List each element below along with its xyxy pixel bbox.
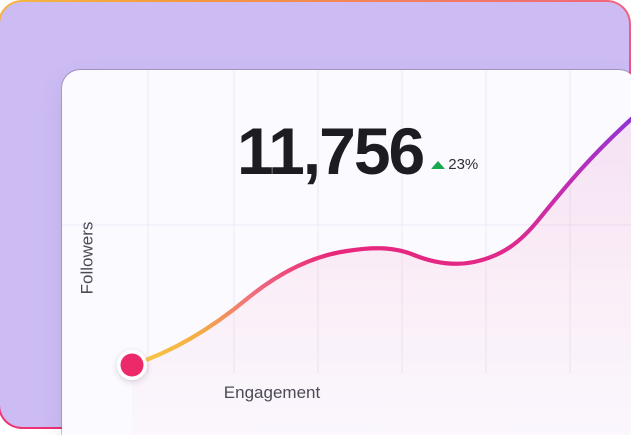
x-axis-label: Engagement <box>223 383 321 402</box>
chart-svg <box>62 70 631 435</box>
kpi-delta-value: 23% <box>448 156 479 173</box>
triangle-up-icon <box>431 160 446 169</box>
kpi-delta-badge: 23% <box>431 156 478 184</box>
y-axis-label: Followers <box>77 221 97 295</box>
plot-area[interactable] <box>62 70 631 435</box>
kpi-block: 11,756 23% <box>237 118 478 184</box>
series-line <box>129 116 631 368</box>
start-point-marker[interactable] <box>117 350 147 380</box>
kpi-value: 11,756 <box>237 114 425 188</box>
series-area-fill <box>132 119 631 435</box>
analytics-chart-card: 11,756 23% Followers Engagement <box>62 70 631 435</box>
